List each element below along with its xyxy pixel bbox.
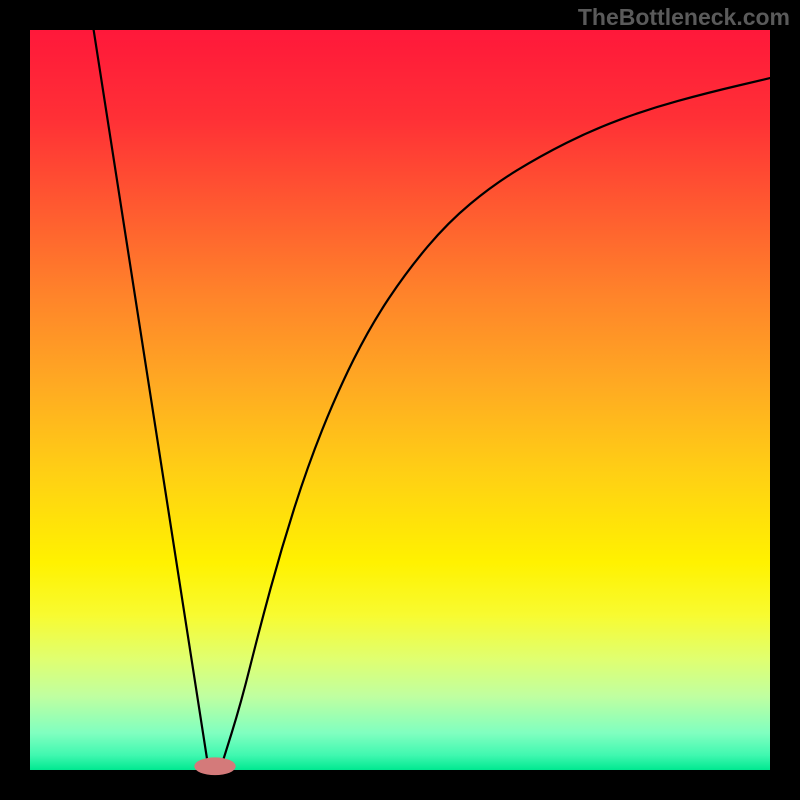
watermark-text: TheBottleneck.com bbox=[578, 4, 790, 31]
chart-container: { "chart": { "type": "line", "width": 80… bbox=[0, 0, 800, 800]
chart-background bbox=[30, 30, 770, 770]
bottleneck-chart bbox=[0, 0, 800, 800]
optimal-marker bbox=[194, 757, 235, 775]
